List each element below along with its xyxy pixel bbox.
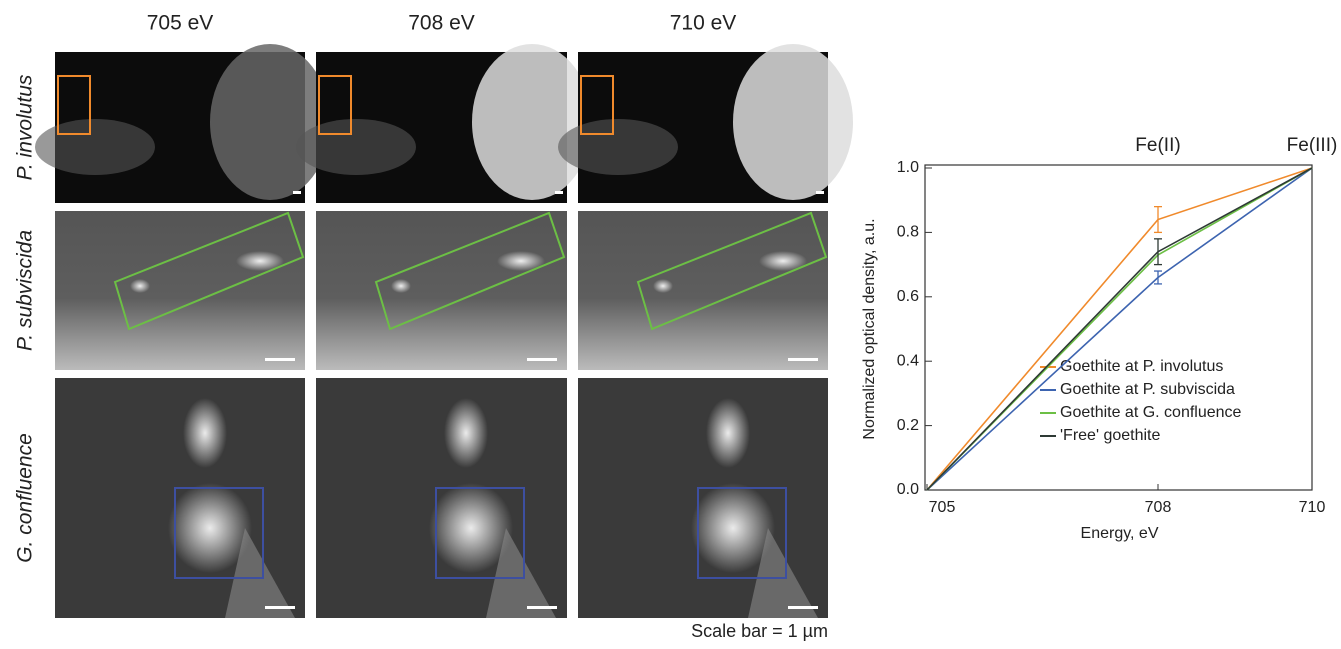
row-label: P. involutus [14, 74, 37, 180]
mineral [733, 44, 853, 200]
x-tick-label: 705 [929, 499, 956, 516]
image [578, 211, 828, 370]
annotation: Fe(III) [1287, 135, 1338, 156]
y-tick-label: 0.2 [897, 417, 919, 434]
image-panel [578, 211, 828, 370]
x-axis-label: Energy, eV [1081, 525, 1159, 542]
annotation: Fe(II) [1135, 135, 1180, 156]
hypha [558, 119, 678, 175]
image [316, 211, 567, 370]
image-panel [316, 211, 567, 370]
scale-bar [527, 358, 557, 361]
scale-bar [293, 191, 301, 194]
column-label: 710 eV [670, 12, 737, 35]
row-label: P. subviscida [14, 230, 37, 351]
image-panel [296, 44, 592, 203]
particle [391, 279, 411, 293]
mineral [210, 44, 330, 200]
scale-bar [788, 358, 818, 361]
particle [653, 279, 673, 293]
error-bar [1154, 239, 1162, 265]
page: 705 eV 708 eV 710 eV P. involutus P. subvisc… [0, 0, 1341, 649]
image [55, 211, 305, 370]
particle [444, 398, 488, 468]
scale-bar [265, 606, 295, 609]
x-tick-label: 708 [1145, 499, 1172, 516]
y-tick-label: 0.6 [897, 288, 919, 305]
scale-bar [265, 358, 295, 361]
error-bar [1154, 271, 1162, 284]
particle [706, 398, 750, 468]
scale-bar [788, 606, 818, 609]
figure: 705 eV 708 eV 710 eV P. involutus P. subvisc… [0, 0, 1341, 644]
scale-bar [527, 606, 557, 609]
particle [130, 279, 150, 293]
particle [183, 398, 227, 468]
scale-bar [555, 191, 563, 194]
y-tick-label: 0.0 [897, 481, 919, 498]
scale-bar [816, 191, 824, 194]
y-axis-label: Normalized optical density, a.u. [861, 218, 878, 439]
column-label: 705 eV [147, 12, 214, 35]
y-tick-label: 0.4 [897, 352, 919, 369]
error-bar [1154, 207, 1162, 233]
scale-bar-label: Scale bar = 1 µm [691, 621, 828, 641]
image-panel [578, 378, 828, 618]
image-panel [55, 378, 305, 618]
x-tick-label: 710 [1299, 499, 1326, 516]
image-panel [55, 211, 305, 370]
image-panel [35, 44, 330, 203]
legend-label: Goethite at P. subviscida [1060, 381, 1235, 398]
column-label: 708 eV [408, 12, 475, 35]
row-label: G. confluence [14, 433, 37, 563]
legend-label: Goethite at G. confluence [1060, 404, 1242, 421]
legend-label: Goethite at P. involutus [1060, 358, 1223, 375]
image-panel [558, 44, 853, 203]
y-tick-label: 0.8 [897, 224, 919, 241]
hypha [296, 119, 416, 175]
hypha [35, 119, 155, 175]
mineral [472, 44, 592, 200]
image-panel [316, 378, 567, 618]
legend-label: 'Free' goethite [1060, 427, 1160, 444]
y-tick-label: 1.0 [897, 159, 919, 176]
